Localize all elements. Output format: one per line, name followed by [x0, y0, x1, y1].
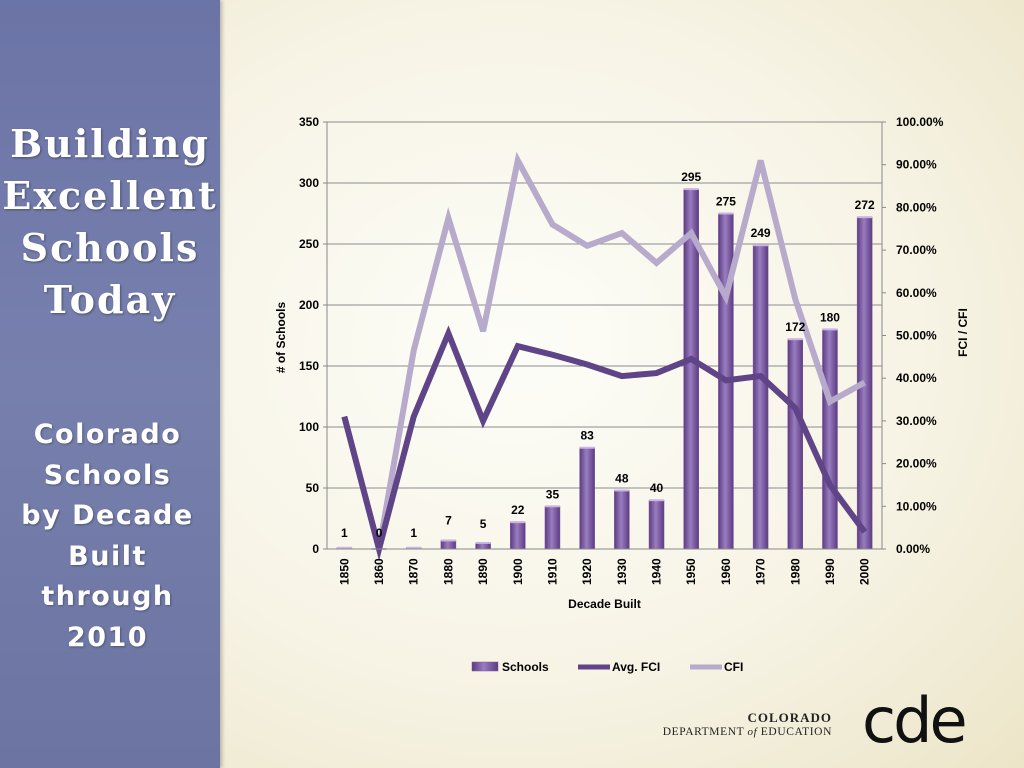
y2-tick-label: 0.00%: [896, 542, 930, 556]
x-tick-label: 1910: [545, 558, 559, 585]
y-tick-label: 200: [299, 298, 319, 312]
data-label: 180: [820, 310, 840, 324]
data-label: 0: [376, 526, 383, 540]
y-tick-label: 350: [299, 115, 319, 129]
data-label: 40: [650, 481, 664, 495]
logo-dept-of: of: [747, 726, 758, 738]
legend-label-avg-fci: Avg. FCI: [612, 660, 660, 674]
x-tick-label: 1890: [476, 558, 490, 585]
y2-tick-label: 90.00%: [896, 158, 937, 172]
bar-schools: [822, 329, 838, 550]
y-tick-label: 250: [299, 237, 319, 251]
subtitle-line: 2010: [66, 621, 149, 653]
y2-tick-label: 100.00%: [896, 115, 944, 129]
subtitle-line: Schools: [43, 459, 172, 491]
y2-tick-label: 30.00%: [896, 414, 937, 428]
y-tick-label: 50: [306, 481, 320, 495]
subtitle-line: Built: [68, 540, 147, 572]
legend-swatch-schools: [471, 661, 499, 672]
sidebar-panel: Building Excellent Schools Today Colorad…: [0, 0, 220, 768]
bar-schools: [752, 244, 769, 550]
x-tick-label: 1870: [407, 558, 421, 585]
x-tick-label: 1950: [684, 558, 698, 585]
logo-department-text: DEPARTMENT of EDUCATION: [663, 726, 832, 738]
data-label: 1: [410, 526, 417, 540]
data-label: 295: [681, 170, 701, 184]
x-tick-label: 1940: [650, 558, 664, 585]
slide-subtitle: Colorado Schools by Decade Built through…: [0, 415, 215, 658]
y-tick-label: 0: [312, 542, 319, 556]
y-tick-label: 100: [299, 420, 319, 434]
line-series: [341, 151, 868, 561]
x-tick-label: 1900: [511, 558, 525, 585]
x-tick-label: 1850: [337, 558, 351, 585]
y2-axis-title: FCI / CFI: [956, 308, 970, 357]
data-label: 83: [580, 429, 594, 443]
subtitle-line: through: [41, 581, 174, 612]
y2-tick-label: 20.00%: [896, 457, 937, 471]
title-line: Excellent: [2, 173, 218, 218]
logo-dept-post: EDUCATION: [757, 726, 832, 738]
axes: 0501001502002503003500.00%10.00%20.00%30…: [274, 115, 970, 611]
data-label: 249: [751, 226, 771, 240]
data-label: 48: [615, 471, 629, 485]
x-tick-label: 1990: [823, 558, 837, 585]
y-tick-label: 150: [299, 359, 319, 373]
y-tick-label: 300: [299, 176, 319, 190]
line-cfi: [341, 151, 867, 550]
logo-dept-pre: DEPARTMENT: [662, 726, 748, 738]
cde-mark-icon: cde: [862, 692, 968, 752]
x-tick-label: 1980: [788, 558, 802, 585]
subtitle-line: Colorado: [33, 419, 182, 450]
cde-mark-text: cde: [862, 692, 965, 752]
legend-label-schools: Schools: [502, 660, 549, 674]
data-label: 275: [716, 195, 736, 209]
y-axis-title: # of Schools: [274, 302, 288, 374]
x-tick-label: 1860: [372, 558, 386, 585]
cde-logo: COLORADO DEPARTMENT of EDUCATION cde: [663, 692, 1000, 752]
data-label: 5: [480, 517, 487, 531]
bar-schools: [787, 338, 804, 550]
data-label: 1: [341, 526, 348, 540]
bar-schools: [544, 506, 561, 550]
bar-schools: [440, 540, 457, 550]
line-avg-fci: [341, 325, 868, 561]
title-line: Schools: [20, 225, 200, 270]
bar-schools: [614, 490, 630, 550]
x-tick-label: 1920: [580, 558, 594, 585]
data-label: 22: [511, 503, 525, 517]
y2-tick-label: 50.00%: [896, 329, 937, 343]
x-tick-label: 1880: [441, 558, 455, 585]
x-axis-title: Decade Built: [568, 597, 641, 611]
y2-tick-label: 70.00%: [896, 243, 937, 257]
title-line: Today: [43, 277, 177, 322]
y2-tick-label: 60.00%: [896, 286, 937, 300]
logo-colorado-text: COLORADO: [747, 710, 832, 725]
data-label: 7: [445, 513, 452, 527]
x-tick-label: 2000: [858, 558, 872, 585]
y2-tick-label: 80.00%: [896, 200, 937, 214]
chart-legend: Schools Avg. FCI CFI: [471, 660, 743, 674]
data-label: 172: [785, 320, 805, 334]
bar-schools: [579, 447, 595, 550]
y2-tick-label: 40.00%: [896, 371, 937, 385]
y2-tick-label: 10.00%: [896, 499, 937, 513]
data-labels: 1 0 1 7 5 22 35 83 48 40 295 275 249 172 180 272: [341, 170, 875, 540]
data-label: 35: [546, 487, 560, 501]
title-line: Building: [10, 121, 210, 166]
x-tick-label: 1970: [754, 558, 768, 585]
legend-label-cfi: CFI: [724, 660, 743, 674]
subtitle-line: by Decade: [21, 500, 194, 531]
bar-schools: [510, 521, 526, 550]
slide-title: Building Excellent Schools Today: [0, 118, 220, 326]
data-label: 272: [855, 198, 875, 212]
bar-schools: [648, 499, 665, 550]
x-tick-label: 1930: [615, 558, 629, 585]
x-tick-label: 1960: [719, 558, 733, 585]
